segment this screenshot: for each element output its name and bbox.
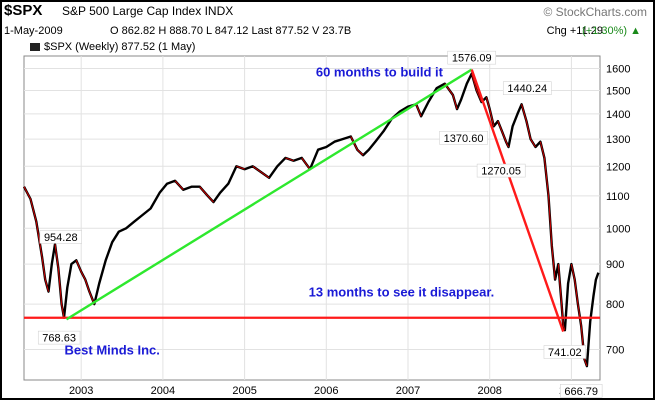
- down-segment: [30, 198, 37, 222]
- quote-date: 1-May-2009: [4, 25, 63, 37]
- value-label: 1370.60: [444, 133, 484, 145]
- y-tick-label: 1000: [606, 223, 630, 235]
- down-segment: [84, 279, 90, 292]
- value-label-box: [439, 131, 488, 145]
- value-label: 666.79: [564, 386, 598, 398]
- down-segment: [476, 90, 482, 103]
- down-segment: [54, 244, 59, 268]
- legend-label: $SPX (Weekly) 877.52 (1 May): [44, 41, 196, 53]
- y-tick-label: 1100: [606, 191, 630, 203]
- ticker-symbol: $SPX: [4, 2, 43, 19]
- down-segment: [561, 304, 564, 326]
- down-segment: [285, 157, 294, 162]
- down-segment: [199, 186, 209, 197]
- x-tick-label: 2005: [232, 385, 256, 397]
- callout-text: 60 months to build it: [316, 65, 444, 80]
- down-segment: [539, 141, 545, 159]
- y-tick-label: 700: [606, 345, 624, 357]
- down-segment: [489, 108, 495, 127]
- callout-text: Best Minds Inc.: [65, 343, 160, 358]
- down-segment: [236, 165, 245, 170]
- down-segment: [574, 279, 579, 305]
- down-segment: [543, 157, 550, 196]
- x-tick-label: 2006: [314, 385, 338, 397]
- y-tick-label: 1600: [606, 64, 630, 76]
- value-label-box: [476, 163, 526, 178]
- x-tick-label: 2007: [396, 385, 420, 397]
- change-value: Chg +11.29: [546, 25, 603, 37]
- down-segment: [44, 279, 49, 292]
- trend-line: [65, 68, 473, 321]
- down-segment: [562, 325, 566, 331]
- down-segment: [301, 157, 311, 170]
- plot-area: [23, 55, 601, 381]
- down-segment: [548, 195, 553, 246]
- down-segment: [485, 97, 491, 110]
- y-tick-label: 1500: [606, 85, 630, 97]
- brand-logo: © StockCharts.com: [543, 5, 647, 19]
- value-label: 1576.09: [452, 53, 492, 65]
- down-segment: [551, 245, 556, 280]
- y-tick-label: 800: [606, 299, 624, 311]
- index-title: S&P 500 Large Cap Index: [62, 4, 202, 18]
- down-segment: [501, 131, 507, 142]
- down-segment: [452, 94, 458, 110]
- down-segment: [57, 267, 63, 305]
- down-segment: [530, 138, 536, 148]
- x-tick-label: 2008: [477, 385, 501, 397]
- value-label-box: [543, 345, 587, 359]
- down-segment: [23, 186, 31, 200]
- down-segment: [252, 165, 262, 173]
- down-segment: [570, 264, 576, 280]
- down-segment: [357, 149, 364, 156]
- down-segment: [260, 171, 270, 179]
- down-segment: [35, 221, 43, 257]
- down-segment: [521, 104, 527, 122]
- y-tick-label: 1200: [606, 161, 630, 173]
- value-label-box: [502, 81, 552, 95]
- change-percent-text: (+1.30%): [582, 25, 628, 37]
- value-label: 1270.05: [481, 166, 521, 178]
- y-tick-label: 1300: [606, 134, 630, 146]
- down-segment: [61, 304, 65, 318]
- value-label-box: [37, 330, 81, 345]
- down-segment: [207, 195, 214, 203]
- exchange-label: INDX: [204, 4, 234, 18]
- down-segment: [174, 180, 184, 191]
- x-tick-label: 2003: [69, 385, 93, 397]
- y-tick-label: 900: [606, 259, 624, 271]
- down-segment: [525, 121, 532, 140]
- trend-line: [470, 69, 565, 332]
- ohlc-values: O 862.82 H 888.70 L 847.12 Last 877.52 V…: [110, 25, 352, 37]
- value-label: 954.28: [44, 232, 78, 244]
- down-segment: [80, 271, 86, 280]
- value-label: 768.63: [42, 333, 76, 345]
- down-segment: [505, 141, 509, 148]
- index-name: S&P 500 Large Cap Index INDX: [62, 4, 233, 18]
- down-segment: [584, 359, 588, 367]
- down-segment: [75, 260, 82, 272]
- series-legend: $SPX (Weekly) 877.52 (1 May): [30, 41, 195, 53]
- down-segment: [497, 120, 503, 132]
- down-segment: [415, 104, 422, 117]
- change-percent: (+1.30%) ▲: [582, 25, 641, 37]
- value-label-box: [447, 50, 497, 65]
- value-label: 1440.24: [507, 83, 547, 95]
- down-segment: [471, 73, 478, 91]
- value-label-box: [39, 230, 82, 244]
- x-tick-label: 2004: [151, 385, 175, 397]
- value-label-box: [560, 384, 603, 398]
- y-tick-label: 1400: [606, 109, 630, 121]
- down-segment: [577, 304, 582, 327]
- down-segment: [41, 256, 46, 280]
- value-label: 741.02: [548, 347, 582, 359]
- legend-swatch: [30, 43, 40, 52]
- down-segment: [557, 264, 563, 305]
- up-arrow-icon: ▲: [630, 25, 641, 37]
- callout-text: 13 months to see it disappear.: [309, 285, 495, 300]
